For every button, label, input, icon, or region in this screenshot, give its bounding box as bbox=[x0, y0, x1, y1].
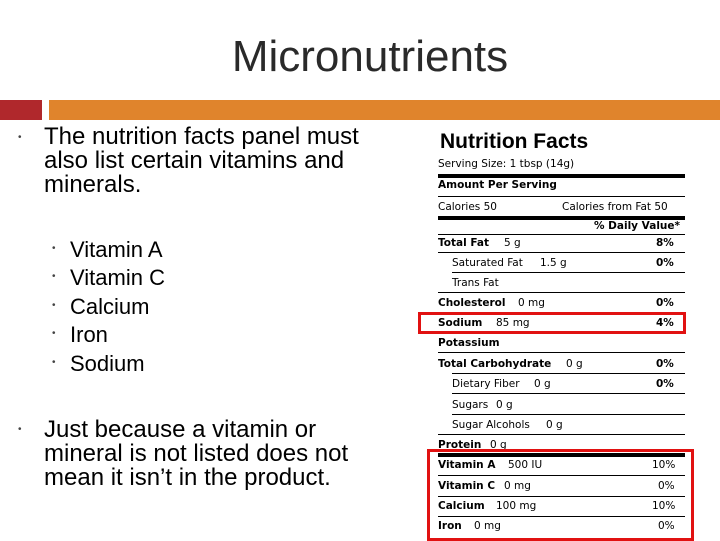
row-amount: 0 mg bbox=[518, 297, 545, 309]
row-amount: 85 mg bbox=[496, 317, 530, 329]
bullet-dot: • bbox=[18, 424, 22, 435]
divider bbox=[438, 252, 685, 253]
row-label: Sugars bbox=[452, 399, 489, 411]
row-dv: 0% bbox=[656, 257, 674, 269]
vitamin-dv: 10% bbox=[652, 459, 676, 471]
divider bbox=[438, 292, 685, 293]
row-amount: 0 g bbox=[566, 358, 583, 370]
row-amount: 0 g bbox=[534, 378, 551, 390]
row-amount: 0 g bbox=[546, 419, 563, 431]
nutrition-facts-panel: Nutrition Facts Serving Size: 1 tbsp (14… bbox=[430, 126, 685, 540]
sub-dot: • bbox=[52, 243, 56, 254]
accent-bar-orange bbox=[49, 100, 720, 120]
vitamin-amount: 500 IU bbox=[508, 459, 543, 471]
calories: Calories 50 bbox=[438, 201, 497, 213]
sub-dot: • bbox=[52, 357, 56, 368]
sub-item-vitamin-c: Vitamin C bbox=[70, 265, 165, 290]
divider bbox=[438, 352, 685, 353]
row-amount: 5 g bbox=[504, 237, 521, 249]
row-label: Total Fat bbox=[438, 237, 490, 249]
vitamin-amount: 100 mg bbox=[496, 500, 537, 512]
vitamins-highlight-box bbox=[427, 449, 694, 541]
sub-dot: • bbox=[52, 300, 56, 311]
row-dv: 4% bbox=[656, 317, 674, 329]
amount-per-serving: Amount Per Serving bbox=[438, 179, 557, 191]
divider bbox=[438, 234, 685, 235]
row-dv: 0% bbox=[656, 358, 674, 370]
sodium-highlight-box bbox=[418, 312, 686, 334]
vitamin-label: Vitamin A bbox=[438, 459, 496, 471]
vitamin-label: Iron bbox=[438, 520, 462, 532]
sub-item-calcium: Calcium bbox=[70, 294, 150, 319]
vitamin-amount: 0 mg bbox=[474, 520, 501, 532]
row-dv: 0% bbox=[656, 297, 674, 309]
row-label: Total Carbohydrate bbox=[438, 358, 552, 370]
row-label: Protein bbox=[438, 439, 482, 451]
divider bbox=[438, 453, 685, 457]
row-amount: 0 g bbox=[490, 439, 507, 451]
accent-bar-red bbox=[0, 100, 42, 120]
row-label: Trans Fat bbox=[452, 277, 499, 289]
divider bbox=[452, 393, 685, 394]
bullet-second-text: Just because a vitamin or mineral is not… bbox=[44, 416, 349, 491]
row-label: Cholesterol bbox=[438, 297, 506, 309]
row-label: Dietary Fiber bbox=[452, 378, 520, 390]
sub-item-vitamin-a: Vitamin A bbox=[70, 237, 163, 262]
divider bbox=[438, 174, 685, 178]
row-dv: 8% bbox=[656, 237, 674, 249]
row-label: Saturated Fat bbox=[452, 257, 523, 269]
divider bbox=[438, 434, 685, 435]
divider bbox=[438, 196, 685, 197]
sub-item-sodium: Sodium bbox=[70, 351, 145, 376]
divider bbox=[438, 516, 685, 517]
divider bbox=[438, 216, 685, 220]
row-label: Sugar Alcohols bbox=[452, 419, 530, 431]
divider bbox=[438, 496, 685, 497]
divider bbox=[452, 272, 685, 273]
sub-dot: • bbox=[52, 271, 56, 282]
serving-size: Serving Size: 1 tbsp (14g) bbox=[438, 158, 575, 170]
row-label: Sodium bbox=[438, 317, 483, 329]
vitamin-dv: 0% bbox=[658, 480, 675, 492]
vitamin-label: Calcium bbox=[438, 500, 485, 512]
daily-value-header: % Daily Value* bbox=[594, 220, 680, 232]
calories-from-fat: Calories from Fat 50 bbox=[562, 201, 668, 213]
vitamin-dv: 0% bbox=[658, 520, 675, 532]
sub-dot: • bbox=[52, 328, 56, 339]
row-label: Potassium bbox=[438, 337, 500, 349]
vitamin-dv: 10% bbox=[652, 500, 676, 512]
divider bbox=[452, 373, 685, 374]
panel-title: Nutrition Facts bbox=[440, 130, 589, 153]
divider bbox=[438, 475, 685, 476]
vitamin-amount: 0 mg bbox=[504, 480, 531, 492]
row-amount: 1.5 g bbox=[540, 257, 567, 269]
row-dv: 0% bbox=[656, 378, 674, 390]
bullet-main-text: The nutrition facts panel must also list… bbox=[44, 123, 359, 198]
row-amount: 0 g bbox=[496, 399, 513, 411]
vitamin-label: Vitamin C bbox=[438, 480, 496, 492]
bullet-dot: • bbox=[18, 132, 22, 143]
divider bbox=[452, 414, 685, 415]
slide-title: Micronutrients bbox=[231, 32, 509, 81]
sub-item-iron: Iron bbox=[70, 322, 108, 347]
